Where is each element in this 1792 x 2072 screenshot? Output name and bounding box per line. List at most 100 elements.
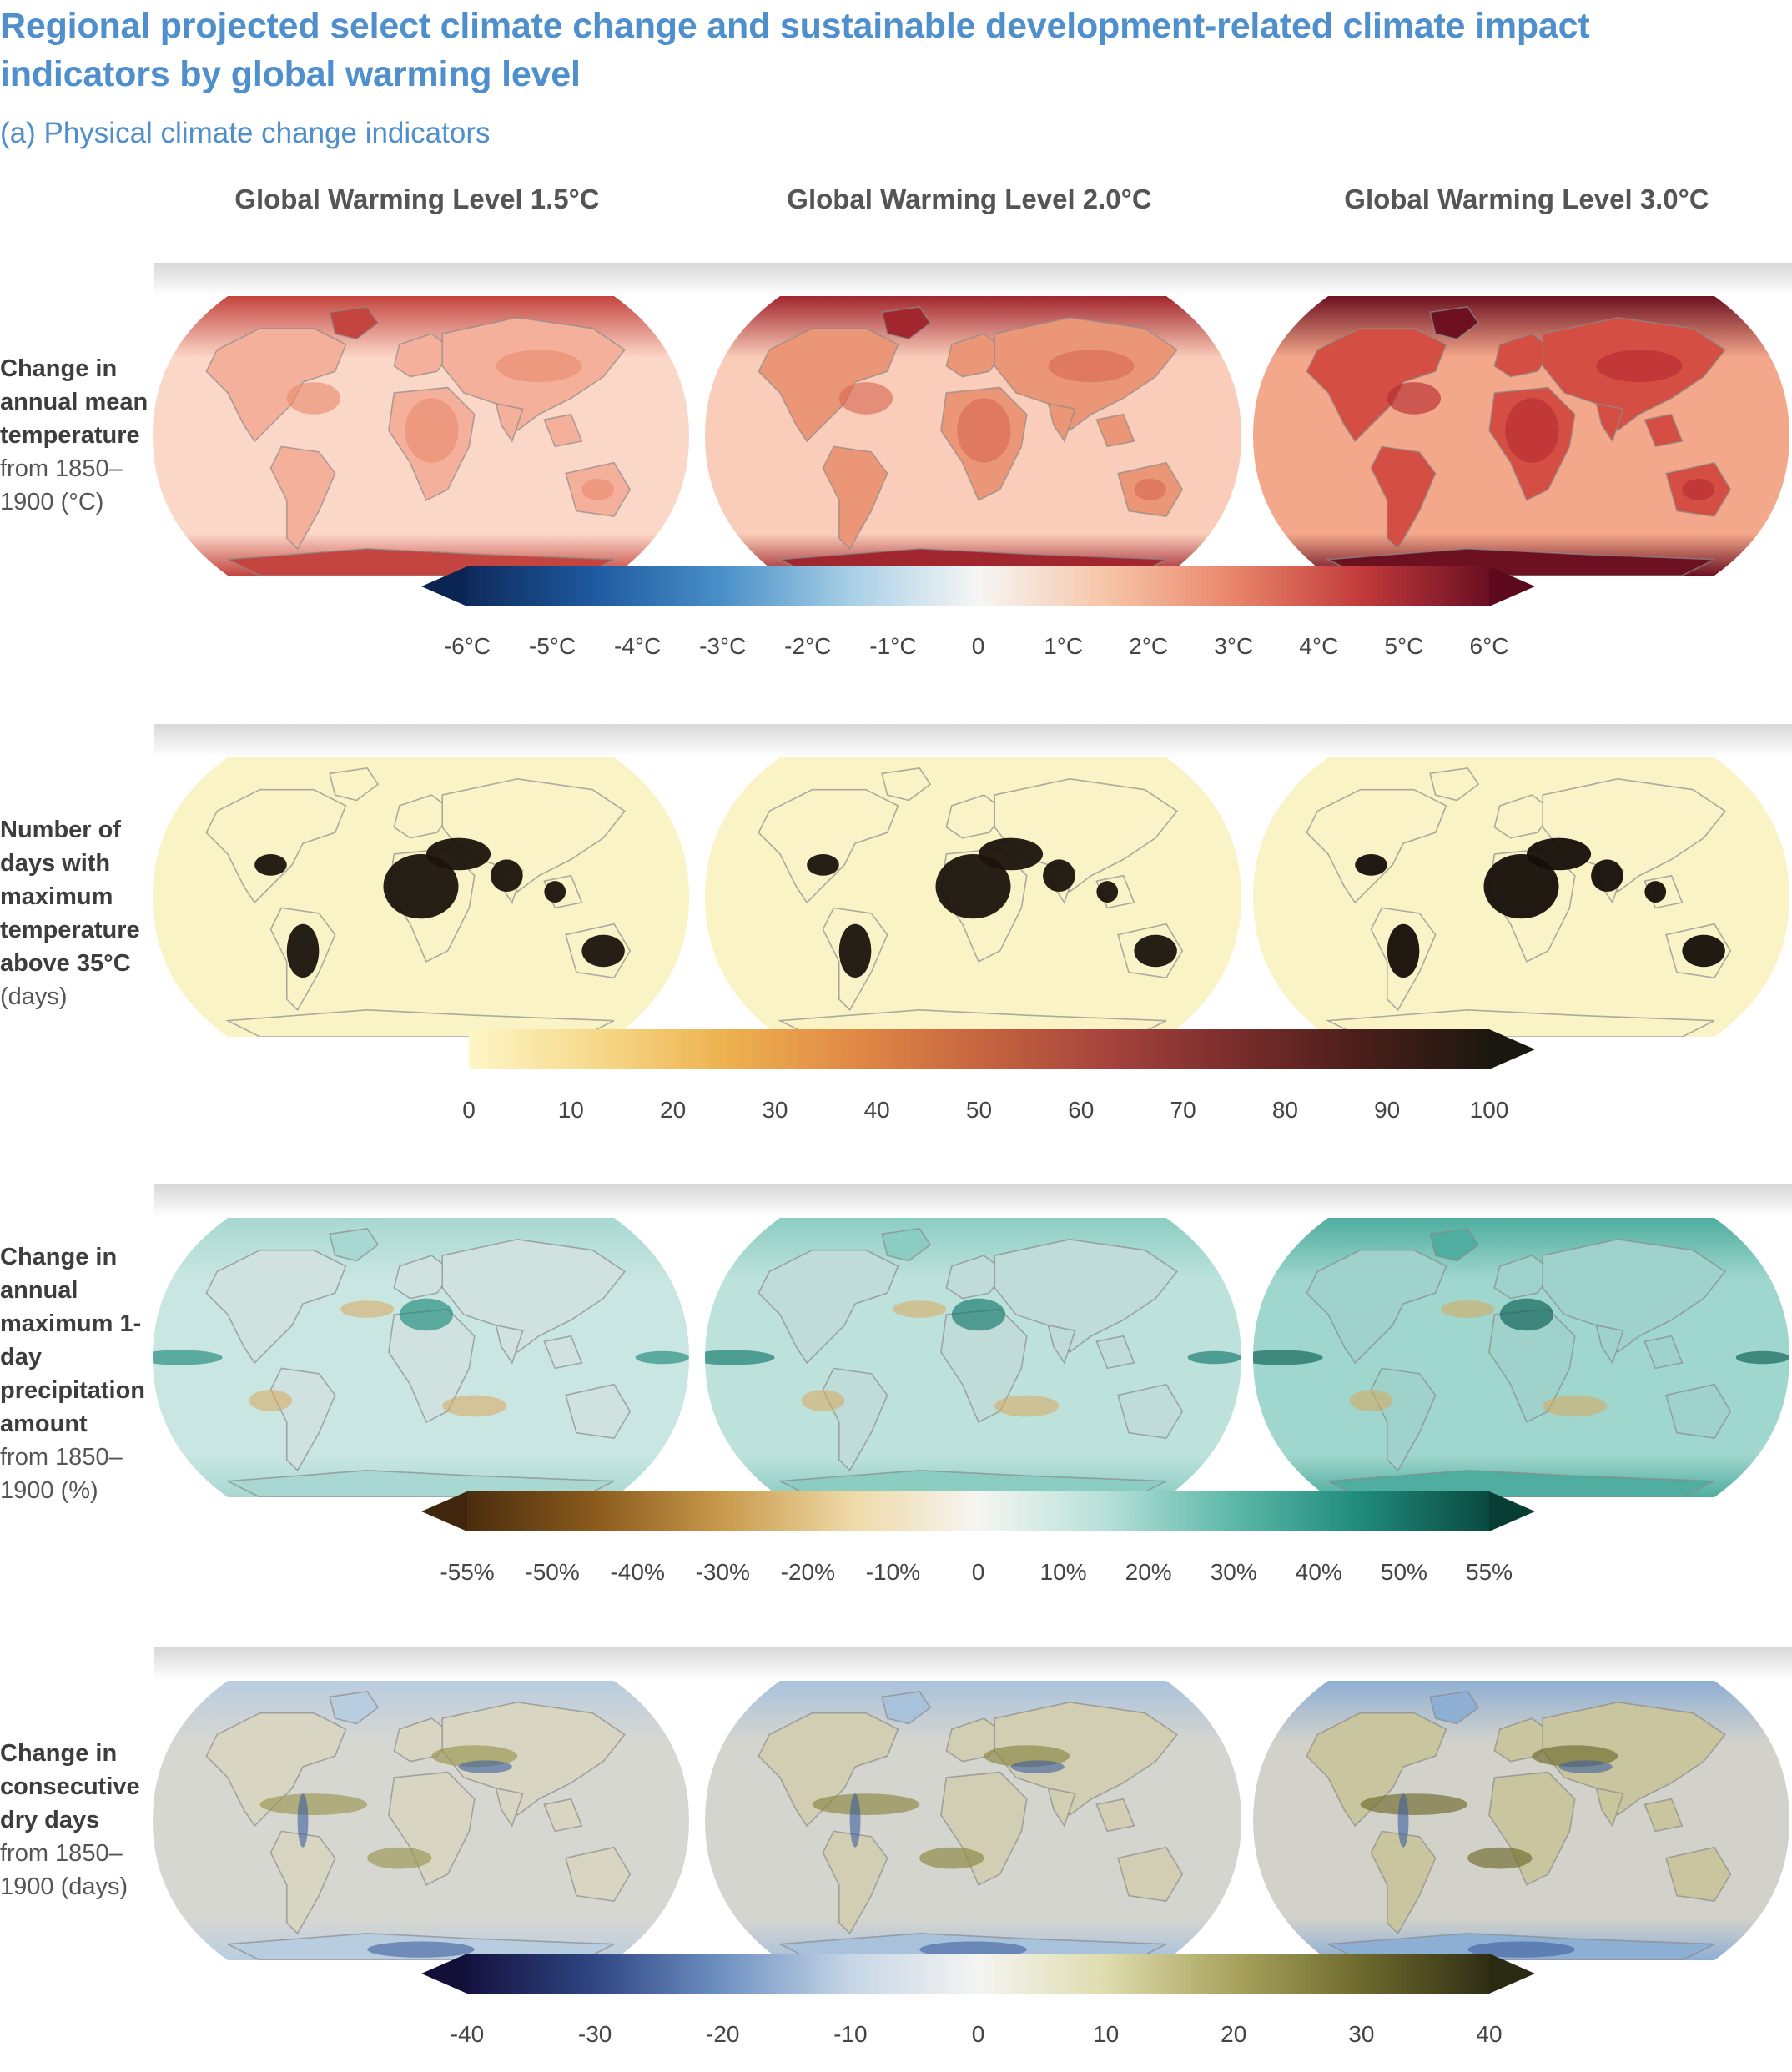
colorbar-tick-label: -55%	[440, 1559, 495, 1585]
continent-india	[495, 1324, 524, 1365]
map-row2-col1	[153, 757, 689, 1037]
figure-subtitle: (a) Physical climate change indicators	[0, 117, 491, 149]
colorbar-tick-label: -6°C	[443, 633, 491, 659]
colorbar-tick-label: 50%	[1380, 1559, 1427, 1585]
continent-india	[1047, 1787, 1076, 1828]
continent-northAmerica	[205, 1249, 347, 1365]
colorbar-tick-label: 10	[557, 1097, 584, 1123]
colorbar-left-arrow	[421, 1491, 467, 1531]
continent-africa	[940, 1771, 1028, 1886]
colorbar-tick-label: 10%	[1039, 1559, 1087, 1585]
row-label-3: Change in annual maximum 1-day precipita…	[0, 1240, 167, 1507]
map-hotspot	[812, 1793, 920, 1816]
continent-northAmerica	[1306, 1712, 1447, 1828]
map-row2-col3	[1253, 757, 1789, 1037]
colorbar-tick-label: -3°C	[699, 633, 747, 659]
continent-southAmerica	[822, 1830, 888, 1935]
map-hotspot	[978, 837, 1044, 871]
continent-australia	[565, 1383, 632, 1440]
continent-southAmerica	[822, 445, 888, 551]
continent-seAsia	[1644, 1798, 1684, 1833]
colorbar-tick-label: 40	[863, 1097, 890, 1123]
colorbar-tick-label: 30	[762, 1097, 788, 1123]
map-hotspot	[1467, 1847, 1533, 1869]
colorbar-tick-label: 4°C	[1299, 633, 1339, 659]
continent-asia	[994, 1238, 1179, 1354]
colorbar-tick-label: 30%	[1210, 1559, 1257, 1585]
map-hotspot	[496, 350, 582, 383]
map-row3-col2	[705, 1218, 1241, 1497]
continent-southAmerica	[269, 1830, 336, 1935]
drying-area	[1543, 1395, 1608, 1417]
figure-title: Regional projected select climate change…	[0, 6, 1590, 94]
map-hotspot	[1387, 382, 1442, 415]
map-hotspot	[153, 1350, 223, 1365]
continent-australia	[565, 1846, 632, 1903]
continent-seAsia	[1095, 1335, 1135, 1370]
colorbar-tick-label: 0	[971, 633, 985, 659]
map-hotspot	[254, 853, 287, 876]
continent-northAmerica	[205, 1712, 347, 1828]
continent-greenland	[881, 306, 932, 340]
map-hotspot	[1591, 859, 1623, 893]
continent-antarctica	[225, 1469, 615, 1497]
drying-area	[1441, 1300, 1495, 1318]
map-hotspot	[807, 853, 839, 876]
row-label-bold: Change in consecutive dry days	[0, 1740, 140, 1833]
colorbar-row4	[421, 1954, 1535, 1994]
continent-seAsia	[543, 1798, 583, 1833]
colorbar-tick-label: 6°C	[1469, 633, 1509, 659]
continent-greenland	[1429, 1228, 1480, 1262]
continent-europe	[1493, 794, 1555, 839]
colorbar-gradient	[467, 1491, 1489, 1531]
continent-africa	[388, 1771, 476, 1886]
map-row2-col2	[705, 757, 1241, 1037]
continent-india	[495, 402, 524, 443]
colorbar-tick-label: 10	[1093, 2021, 1120, 2047]
map-hotspot	[1134, 934, 1177, 968]
map-hotspot	[544, 881, 566, 903]
colorbar-right-arrow	[1489, 566, 1535, 606]
continent-australia	[1665, 1383, 1732, 1440]
colorbar-tick-label: 40	[1476, 2021, 1503, 2047]
column-header-3-0: Global Warming Level 3.0°C	[1344, 184, 1709, 214]
colorbar-tick-label: -10%	[865, 1559, 921, 1585]
colorbar-tick-label: 30	[1348, 2021, 1375, 2047]
continent-europe	[945, 1255, 1007, 1300]
colorbar-gradient	[467, 1954, 1489, 1994]
colorbar-tick-label: 20	[1221, 2021, 1247, 2047]
continent-europe	[1493, 333, 1555, 378]
row-label-unit: from 1850–1900 (°C)	[0, 455, 123, 515]
colorbar-tick-label: 80	[1271, 1097, 1298, 1123]
drying-area	[249, 1390, 293, 1411]
wetting-area	[1467, 1941, 1575, 1958]
continent-northAmerica	[758, 1249, 899, 1365]
continent-greenland	[1429, 306, 1480, 340]
continent-asia	[441, 1701, 627, 1817]
continent-greenland	[329, 1228, 380, 1262]
continent-australia	[1117, 1383, 1184, 1440]
wetting-area	[849, 1793, 861, 1848]
map-hotspot	[383, 853, 459, 919]
colorbar-tick-label: 50	[965, 1097, 993, 1123]
map-hotspot	[581, 479, 614, 500]
continent-antarctica	[1326, 1469, 1715, 1497]
continent-india	[1595, 1787, 1624, 1828]
colorbar-tick-label: 20	[660, 1097, 687, 1123]
map-hotspot	[1644, 881, 1667, 903]
row-band	[154, 263, 1792, 296]
continent-greenland	[1429, 767, 1480, 802]
row-label-unit: from 1850–1900 (%)	[0, 1444, 123, 1504]
row-band	[154, 724, 1792, 757]
continent-northAmerica	[1306, 1249, 1447, 1365]
colorbar-tick-label: -10	[833, 2021, 868, 2047]
continent-seAsia	[543, 413, 583, 448]
continent-asia	[1542, 1238, 1727, 1354]
colorbar-tick-label: 3°C	[1214, 633, 1254, 659]
column-header-1-5: Global Warming Level 1.5°C	[234, 184, 600, 214]
colorbar-tick-label: -30	[577, 2021, 612, 2047]
map-hotspot	[1360, 1793, 1468, 1816]
row-label-bold: Change in annual maximum 1-day precipita…	[0, 1244, 146, 1437]
colorbar-row1	[421, 566, 1535, 606]
continent-australia	[1117, 1846, 1184, 1903]
